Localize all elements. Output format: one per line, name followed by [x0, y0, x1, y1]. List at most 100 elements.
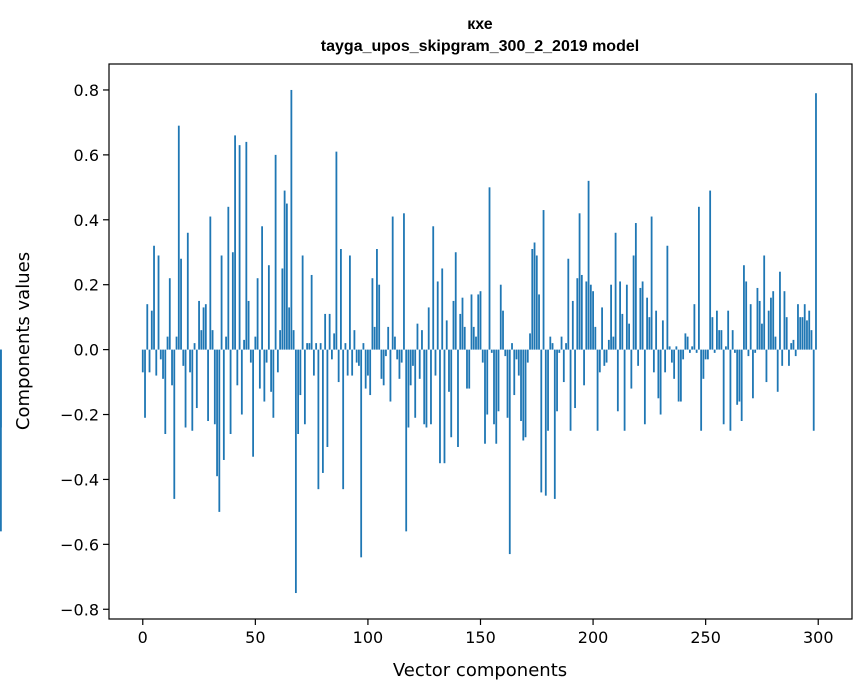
- bar: [168, 278, 171, 350]
- bar: [585, 281, 588, 350]
- bar: [695, 349, 698, 353]
- bar: [222, 349, 225, 460]
- bar: [486, 349, 489, 415]
- bar: [810, 330, 813, 350]
- bar: [659, 349, 662, 415]
- bar: [434, 349, 437, 376]
- bar: [808, 310, 811, 350]
- bar-series: [0, 89, 817, 594]
- bar: [184, 349, 187, 428]
- bar: [166, 336, 169, 350]
- bar: [522, 349, 525, 441]
- bar: [153, 245, 155, 350]
- bar: [267, 265, 270, 350]
- bar: [367, 349, 369, 376]
- bar: [380, 349, 383, 379]
- bar: [770, 297, 772, 350]
- bar: [373, 326, 376, 350]
- bar: [614, 232, 617, 350]
- bar: [607, 339, 610, 350]
- bar: [294, 349, 297, 594]
- bar: [283, 190, 286, 350]
- bar: [707, 349, 709, 360]
- y-axis-label: Components values: [13, 252, 34, 430]
- bar: [520, 349, 522, 422]
- bar: [673, 349, 676, 379]
- bar: [794, 349, 797, 357]
- bar: [477, 294, 480, 350]
- bar: [207, 349, 209, 422]
- bar: [202, 307, 205, 350]
- bar: [292, 330, 295, 350]
- bar: [351, 349, 354, 376]
- bar: [801, 317, 804, 350]
- bar: [317, 349, 320, 490]
- bar: [698, 206, 700, 350]
- bar: [772, 291, 775, 350]
- bar: [209, 216, 212, 350]
- bar: [758, 300, 761, 350]
- bar: [387, 326, 390, 350]
- bar: [529, 333, 531, 350]
- bar: [553, 349, 556, 499]
- bar: [198, 300, 200, 350]
- bar: [243, 339, 245, 350]
- bar: [398, 349, 401, 379]
- bar: [594, 326, 597, 350]
- bar: [412, 349, 414, 366]
- bar: [427, 307, 430, 350]
- bar: [709, 190, 712, 350]
- bar: [396, 349, 399, 360]
- bar: [362, 343, 365, 350]
- bar: [299, 349, 302, 396]
- bar: [252, 349, 254, 457]
- bar: [549, 336, 552, 350]
- bar: [700, 349, 703, 431]
- bar: [144, 349, 146, 418]
- bar: [376, 249, 378, 350]
- bar: [238, 145, 241, 350]
- bar: [186, 232, 189, 350]
- bar: [702, 349, 705, 379]
- bar: [646, 297, 649, 350]
- bar: [632, 255, 635, 350]
- bar: [495, 349, 498, 444]
- bar: [290, 89, 293, 350]
- bar: [704, 349, 707, 360]
- y-tick-label: −0.6: [60, 535, 99, 554]
- bar: [195, 349, 198, 409]
- bar: [360, 349, 363, 558]
- bar: [502, 310, 504, 350]
- bar: [204, 304, 207, 350]
- bar: [812, 349, 815, 431]
- bar: [189, 349, 191, 373]
- bar: [531, 249, 534, 350]
- bar: [713, 349, 716, 353]
- x-tick-label: 0: [138, 628, 148, 647]
- bar: [504, 349, 507, 357]
- bar: [729, 349, 732, 431]
- bar: [650, 216, 653, 350]
- bar: [711, 317, 714, 350]
- bar: [263, 349, 266, 402]
- bar: [623, 349, 626, 431]
- x-tick-label: 200: [578, 628, 609, 647]
- bar: [682, 349, 685, 360]
- bar: [461, 297, 464, 350]
- bar: [648, 317, 651, 350]
- bar: [281, 268, 284, 350]
- bar: [657, 349, 660, 399]
- bar: [508, 349, 511, 555]
- bar: [756, 287, 759, 350]
- bar: [779, 271, 781, 350]
- bar: [310, 274, 313, 350]
- bar: [234, 135, 236, 350]
- bar: [254, 336, 257, 350]
- bar: [616, 349, 619, 412]
- bar: [337, 349, 340, 383]
- bar: [567, 258, 570, 350]
- bar: [720, 330, 723, 350]
- bar: [418, 349, 421, 379]
- bar: [526, 349, 529, 363]
- y-axis: 0.8 0.6 0.4 0.2 0.0 −0.2 −0.4 −0.6 −0.8: [60, 81, 109, 619]
